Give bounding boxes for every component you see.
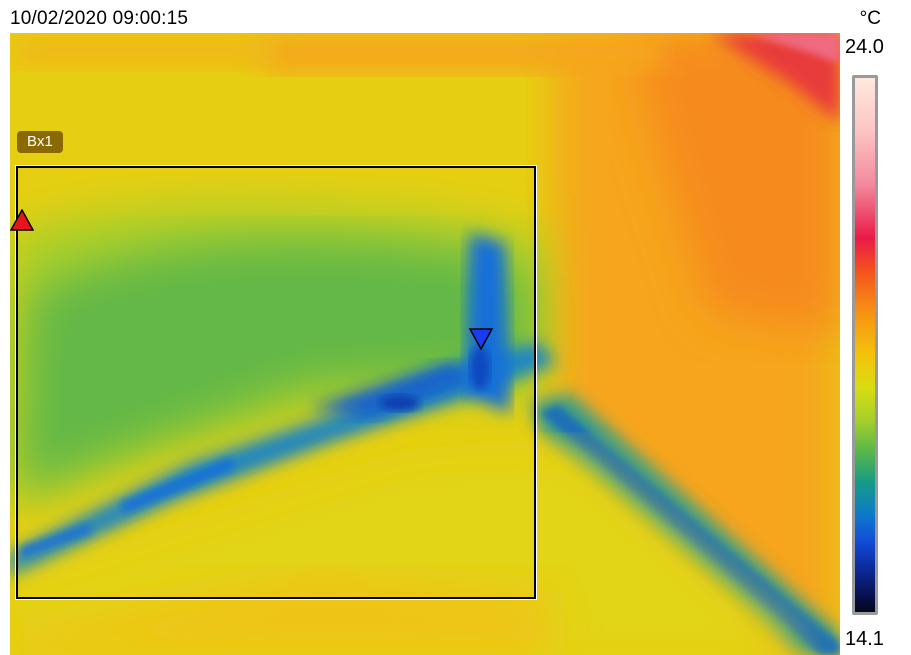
timestamp: 10/02/2020 09:00:15: [10, 8, 189, 29]
colorbar-gradient: [855, 78, 875, 612]
scale-min-value: 14.1: [845, 628, 884, 650]
scale-max-value: 24.0: [845, 36, 884, 58]
unit-label: °C: [859, 8, 881, 29]
thermal-image: [10, 33, 840, 655]
box-label[interactable]: Bx1: [17, 131, 63, 153]
measurement-box-bx1[interactable]: [15, 165, 537, 600]
hot-spot-marker-icon: [10, 209, 34, 231]
temperature-colorbar: [852, 75, 878, 615]
cold-spot-marker-icon: [469, 328, 493, 350]
